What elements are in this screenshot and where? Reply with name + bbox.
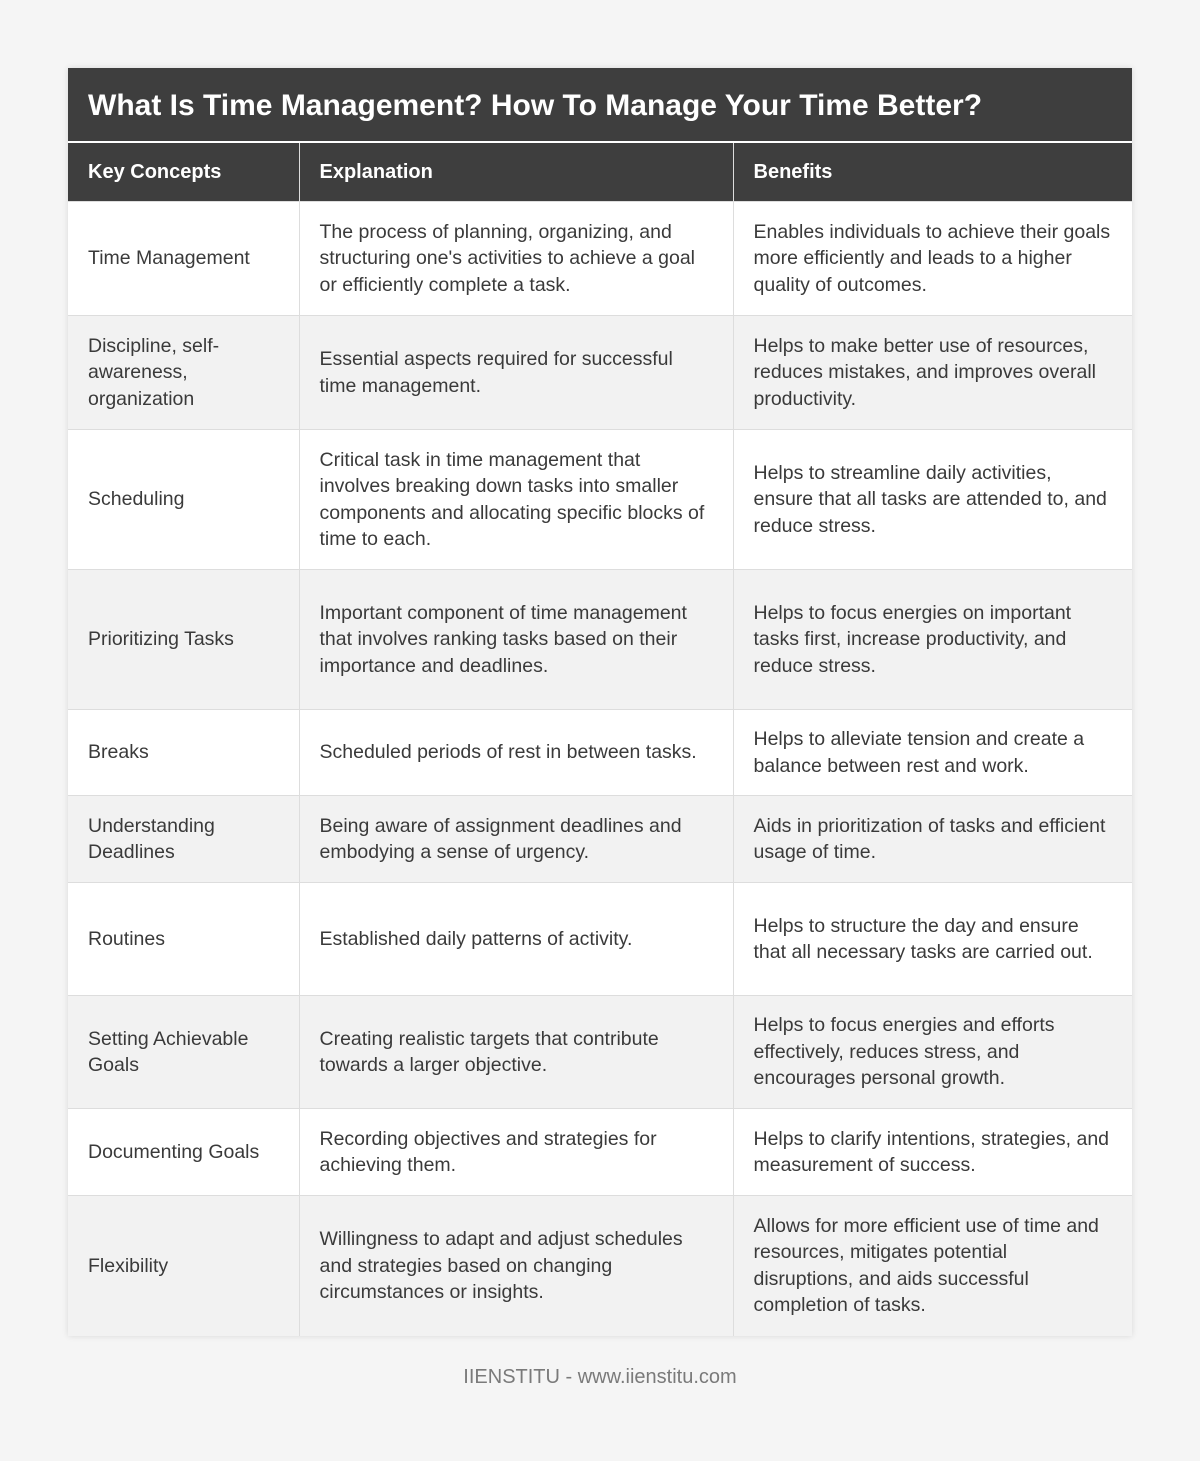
concept-cell: Breaks <box>68 709 300 796</box>
table-row: Understanding Deadlines Being aware of as… <box>68 795 1132 883</box>
concept-cell: Discipline, self-awareness, organization <box>68 315 300 430</box>
table-row: Setting Achievable Goals Creating realist… <box>68 995 1132 1109</box>
explanation-cell: Being aware of assignment deadlines and … <box>299 795 734 883</box>
explanation-cell: Recording objectives and strategies for … <box>299 1108 734 1196</box>
benefits-cell: Aids in prioritization of tasks and effi… <box>733 795 1132 883</box>
explanation-cell: Essential aspects required for successfu… <box>299 315 734 430</box>
benefits-cell: Helps to clarify intentions, strategies,… <box>733 1108 1132 1196</box>
concept-cell: Flexibility <box>68 1195 300 1336</box>
table-row: Discipline, self-awareness, organization… <box>68 315 1132 430</box>
header-row: Key Concepts Explanation Benefits <box>68 143 1132 202</box>
explanation-cell: Important component of time management t… <box>299 569 734 710</box>
table-row: Routines Established daily patterns of ac… <box>68 882 1132 996</box>
column-header: Key Concepts <box>68 143 300 202</box>
table-row: Scheduling Critical task in time manageme… <box>68 429 1132 570</box>
concept-cell: Setting Achievable Goals <box>68 995 300 1109</box>
explanation-cell: Willingness to adapt and adjust schedule… <box>299 1195 734 1336</box>
table-row: Breaks Scheduled periods of rest in betwe… <box>68 709 1132 796</box>
explanation-cell: Creating realistic targets that contribu… <box>299 995 734 1109</box>
explanation-cell: Critical task in time management that in… <box>299 429 734 570</box>
benefits-cell: Helps to structure the day and ensure th… <box>733 882 1132 996</box>
benefits-cell: Helps to alleviate tension and create a … <box>733 709 1132 796</box>
concept-cell: Scheduling <box>68 429 300 570</box>
benefits-cell: Helps to streamline daily activities, en… <box>733 429 1132 570</box>
footer-credit: IIENSTITU - www.iienstitu.com <box>463 1366 737 1388</box>
concept-cell: Understanding Deadlines <box>68 795 300 883</box>
concept-cell: Time Management <box>68 201 300 316</box>
concept-cell: Documenting Goals <box>68 1108 300 1196</box>
benefits-cell: Allows for more efficient use of time an… <box>733 1195 1132 1336</box>
table-row: Time Management The process of planning, … <box>68 201 1132 316</box>
benefits-cell: Enables individuals to achieve their goa… <box>733 201 1132 316</box>
table-card: What Is Time Management? How To Manage Y… <box>68 68 1132 1336</box>
explanation-cell: Established daily patterns of activity. <box>299 882 734 996</box>
table-row: Documenting Goals Recording objectives an… <box>68 1108 1132 1196</box>
benefits-cell: Helps to focus energies and efforts effe… <box>733 995 1132 1109</box>
explanation-cell: The process of planning, organizing, and… <box>299 201 734 316</box>
concepts-table: Key Concepts Explanation Benefits Time M… <box>68 143 1132 1336</box>
table-title: What Is Time Management? How To Manage Y… <box>68 68 1132 143</box>
column-header: Explanation <box>299 143 734 202</box>
column-header: Benefits <box>733 143 1132 202</box>
concept-cell: Prioritizing Tasks <box>68 569 300 710</box>
benefits-cell: Helps to focus energies on important tas… <box>733 569 1132 710</box>
table-row: Prioritizing Tasks Important component of… <box>68 569 1132 710</box>
concept-cell: Routines <box>68 882 300 996</box>
table-row: Flexibility Willingness to adapt and adju… <box>68 1195 1132 1336</box>
benefits-cell: Helps to make better use of resources, r… <box>733 315 1132 430</box>
explanation-cell: Scheduled periods of rest in between tas… <box>299 709 734 796</box>
